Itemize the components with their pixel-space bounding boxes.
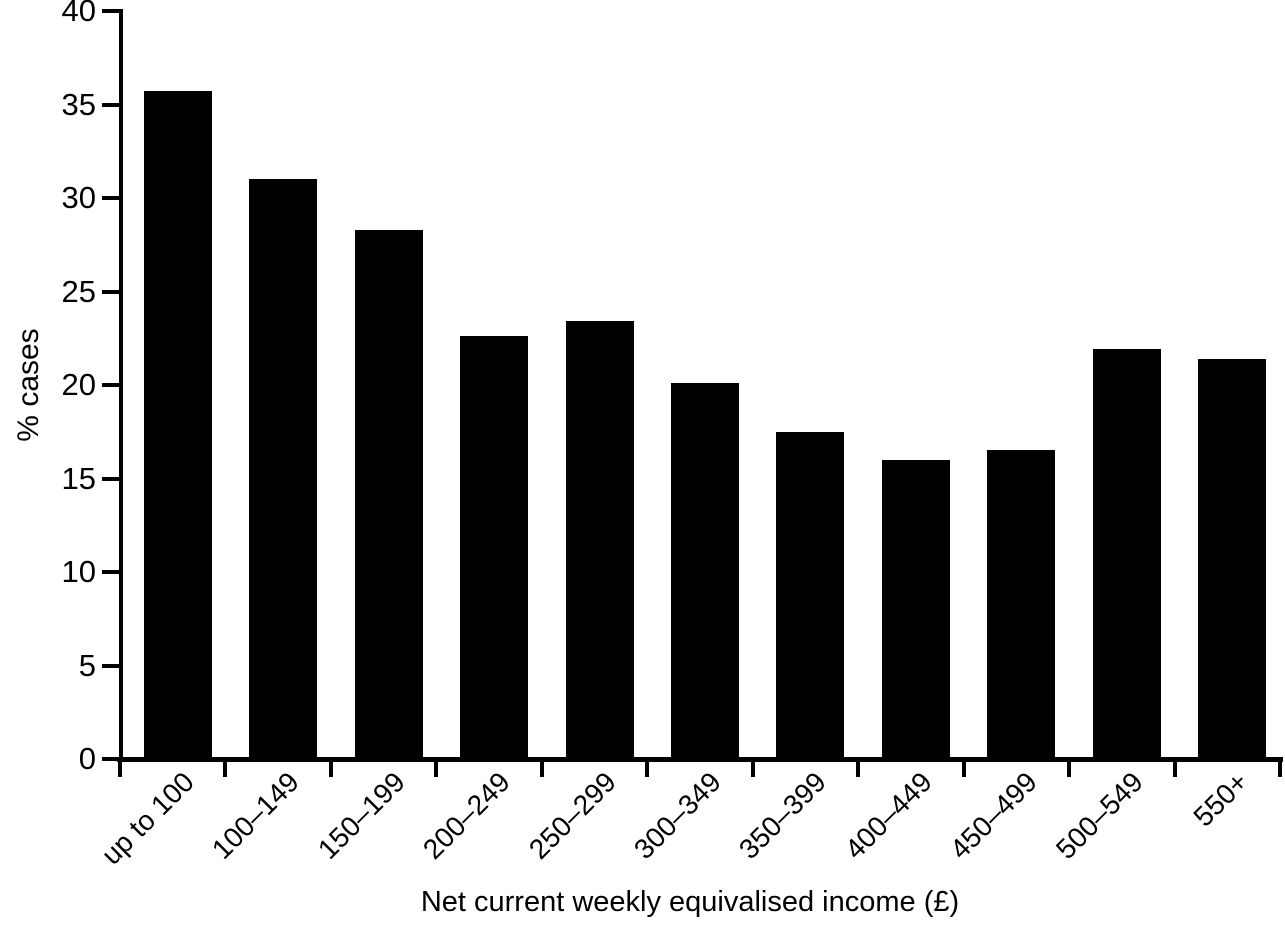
y-axis-line: [119, 9, 123, 762]
y-tick-label-10: 10: [61, 554, 96, 589]
bar-300-349: [671, 383, 739, 759]
x-tick-8: [961, 759, 966, 777]
x-tick-7: [856, 759, 861, 777]
bar-350-399: [776, 431, 844, 759]
y-tick-15: [102, 476, 120, 481]
y-tick-label-15: 15: [61, 460, 96, 496]
x-tick-9: [1067, 759, 1072, 777]
y-tick-25: [102, 289, 120, 294]
x-tick-6: [750, 759, 755, 777]
bar-100-149: [249, 179, 317, 759]
y-tick-35: [102, 102, 120, 107]
x-tick-1: [223, 759, 228, 777]
y-tick-30: [102, 196, 120, 200]
bar-550: [1198, 358, 1266, 759]
x-tick-2: [328, 759, 333, 777]
bar-up-to-100: [144, 91, 212, 759]
y-tick-label-30: 30: [61, 180, 96, 215]
y-tick-10: [102, 570, 120, 574]
y-tick-label-35: 35: [61, 86, 96, 122]
x-tick-11: [1278, 759, 1282, 777]
y-tick-20: [102, 383, 120, 387]
bar-400-449: [882, 459, 950, 759]
x-tick-10: [1172, 759, 1177, 777]
x-tick-4: [539, 759, 544, 777]
y-tick-label-25: 25: [61, 273, 96, 309]
bar-250-299: [566, 321, 634, 759]
y-tick-5: [102, 663, 120, 668]
x-tick-3: [434, 759, 439, 777]
bar-500-549: [1093, 349, 1161, 759]
y-tick-label-20: 20: [61, 367, 96, 402]
x-tick-5: [645, 759, 650, 777]
y-tick-label-0: 0: [78, 741, 96, 776]
bar-200-249: [460, 336, 528, 759]
y-tick-label-5: 5: [78, 647, 96, 683]
y-tick-label-40: 40: [61, 0, 96, 28]
y-tick-40: [102, 9, 120, 13]
bar-150-199: [355, 229, 423, 759]
x-axis-line: [117, 757, 1283, 762]
x-tick-0: [118, 759, 122, 777]
bar-450-499: [987, 450, 1055, 759]
x-axis-title: Net current weekly equivalised income (£…: [420, 886, 960, 918]
y-tick-0: [102, 757, 120, 761]
